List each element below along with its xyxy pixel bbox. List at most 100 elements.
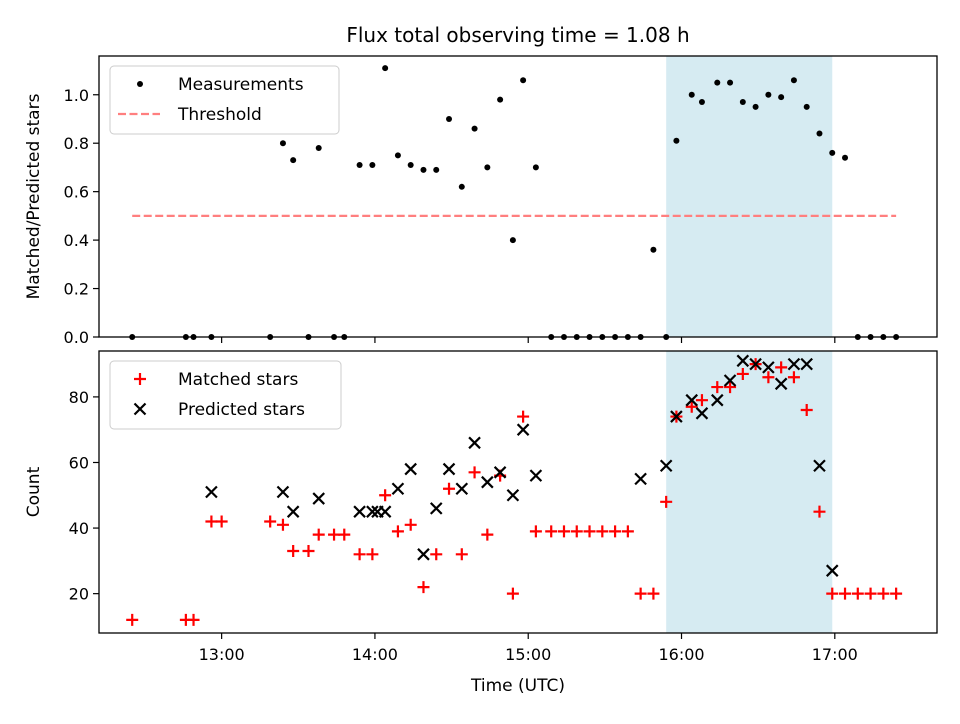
top-point [369,162,376,169]
bottom-point [647,587,660,600]
bottom-point [126,613,139,626]
bottom-point [723,374,737,387]
bottom-point [570,525,583,538]
top-point [315,145,322,152]
bottom-point [353,505,366,518]
bottom-y-tick-label: 80 [69,388,89,407]
top-point [407,162,414,169]
top-point [714,79,721,86]
top-series-0 [129,65,900,340]
bottom-point [711,381,724,394]
top-highlight-span [666,56,833,337]
bottom-point [442,462,456,476]
bottom-legend-box [109,360,342,430]
bottom-legend-marker [134,373,146,385]
bottom-point [455,548,468,561]
bottom-point [417,548,430,561]
bottom-point [205,485,218,499]
bottom-point [851,587,864,600]
top-legend-marker [137,81,143,87]
bottom-point [328,528,341,541]
bottom-x-tick-label: 13:00 [199,645,245,664]
top-y-axis-label: Matched/Predicted stars [24,93,44,299]
bottom-point [774,377,788,391]
bottom-x-tick-label: 17:00 [812,645,858,664]
top-point [803,103,810,110]
top-legend: Measurements Threshold [109,65,340,135]
bottom-series-0 [126,358,903,626]
top-point [650,246,657,253]
bottom-point [529,525,542,538]
bottom-point [557,525,570,538]
top-point [446,115,453,122]
bottom-point [711,393,724,407]
top-point [356,162,363,169]
bottom-highlight-span [666,351,833,633]
bottom-point [481,528,494,541]
bottom-point [506,587,519,600]
bottom-point [736,354,750,368]
bottom-point [685,393,699,407]
top-point [497,96,504,103]
bottom-point [378,505,392,518]
top-y-tick-label: 0.4 [64,231,89,250]
bottom-point [391,482,405,495]
bottom-legend-label: Predicted stars [178,400,305,420]
bottom-point [825,564,839,577]
bottom-legend-marker [133,402,147,416]
bottom-point [404,462,417,476]
bottom-frame [98,350,938,634]
top-point [420,166,427,173]
bottom-point [379,489,392,502]
bottom-point [762,361,775,374]
top-point [520,77,527,84]
bottom-point [517,410,530,423]
chart-title: Flux total observing time = 1.08 h [346,23,689,47]
bottom-point [215,515,228,528]
bottom-point [775,361,788,374]
bottom-y-tick-label: 20 [69,585,89,604]
bottom-legend-label: Matched stars [178,370,298,390]
bottom-point [800,404,813,417]
bottom-point [609,525,622,538]
top-legend-box [109,65,340,135]
bottom-point [749,357,762,371]
bottom-point [276,485,290,499]
bottom-point [264,515,277,528]
bottom-point [312,492,325,505]
top-frame [98,55,938,338]
bottom-point [286,505,300,518]
bottom-point [366,505,379,518]
top-point [698,99,705,106]
top-point [816,130,823,137]
bottom-x-tick-label: 14:00 [352,645,398,664]
bottom-point [429,502,443,515]
bottom-point [695,394,708,407]
bottom-point [404,518,417,531]
top-point [279,140,286,147]
top-point [458,183,465,190]
top-point [382,65,389,72]
bottom-series-1 [205,354,839,577]
bottom-point [506,489,520,502]
top-y-tick-label: 0.8 [64,134,89,153]
top-legend-label: Threshold [177,105,262,125]
top-point [290,157,297,164]
top-point [765,91,772,98]
top-point [842,154,849,161]
bottom-point [800,357,813,371]
bottom-point [621,525,634,538]
panel-bottom: 20 40 60 80 13:00 14:00 15:00 16:00 17:00 Count Ma… [24,350,938,664]
bottom-point [493,466,507,479]
top-point [673,137,680,144]
bottom-point [353,548,366,561]
bottom-point [787,371,800,384]
bottom-point [659,459,673,473]
top-point [484,164,491,171]
bottom-point [287,545,300,558]
top-legend-label: Measurements [178,75,304,95]
bottom-point [468,436,481,450]
top-point [471,125,478,132]
